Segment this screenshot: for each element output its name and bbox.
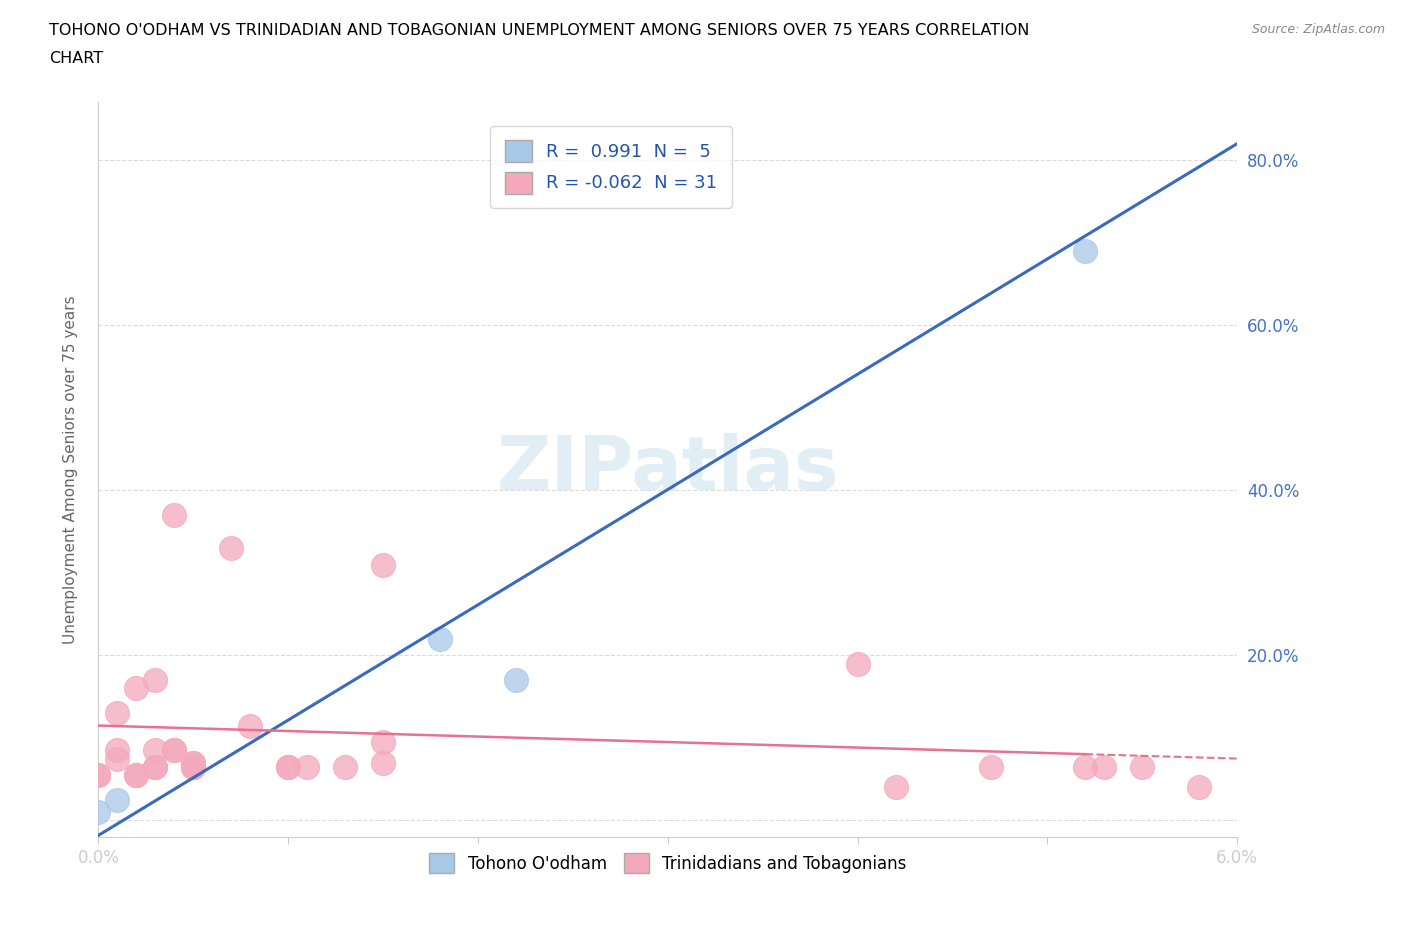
Point — [145, 760, 167, 775]
Point — [1074, 760, 1097, 775]
Point — [183, 760, 205, 775]
Point — [884, 780, 907, 795]
Point — [221, 540, 243, 555]
Point — [107, 743, 129, 758]
Text: CHART: CHART — [49, 51, 103, 66]
Point — [125, 767, 148, 782]
Point — [1188, 780, 1211, 795]
Point — [145, 743, 167, 758]
Point — [87, 767, 110, 782]
Point — [371, 557, 394, 572]
Text: ZIPatlas: ZIPatlas — [496, 433, 839, 506]
Legend: Tohono O'odham, Trinidadians and Tobagonians: Tohono O'odham, Trinidadians and Tobagon… — [423, 846, 912, 880]
Point — [163, 743, 186, 758]
Point — [145, 760, 167, 775]
Point — [183, 760, 205, 775]
Point — [371, 735, 394, 750]
Point — [125, 767, 148, 782]
Point — [87, 804, 110, 819]
Point — [163, 743, 186, 758]
Point — [505, 672, 527, 687]
Point — [297, 760, 319, 775]
Point — [107, 792, 129, 807]
Point — [335, 760, 357, 775]
Point — [846, 657, 869, 671]
Point — [107, 751, 129, 766]
Point — [277, 760, 299, 775]
Point — [183, 755, 205, 770]
Point — [87, 767, 110, 782]
Point — [1094, 760, 1116, 775]
Point — [429, 631, 451, 646]
Point — [145, 672, 167, 687]
Point — [239, 718, 262, 733]
Point — [980, 760, 1002, 775]
Point — [107, 706, 129, 721]
Point — [163, 508, 186, 523]
Point — [1074, 244, 1097, 259]
Point — [277, 760, 299, 775]
Y-axis label: Unemployment Among Seniors over 75 years: Unemployment Among Seniors over 75 years — [63, 296, 77, 644]
Text: Source: ZipAtlas.com: Source: ZipAtlas.com — [1251, 23, 1385, 36]
Point — [371, 755, 394, 770]
Point — [183, 755, 205, 770]
Text: TOHONO O'ODHAM VS TRINIDADIAN AND TOBAGONIAN UNEMPLOYMENT AMONG SENIORS OVER 75 : TOHONO O'ODHAM VS TRINIDADIAN AND TOBAGO… — [49, 23, 1029, 38]
Point — [183, 760, 205, 775]
Point — [125, 681, 148, 696]
Point — [1132, 760, 1154, 775]
